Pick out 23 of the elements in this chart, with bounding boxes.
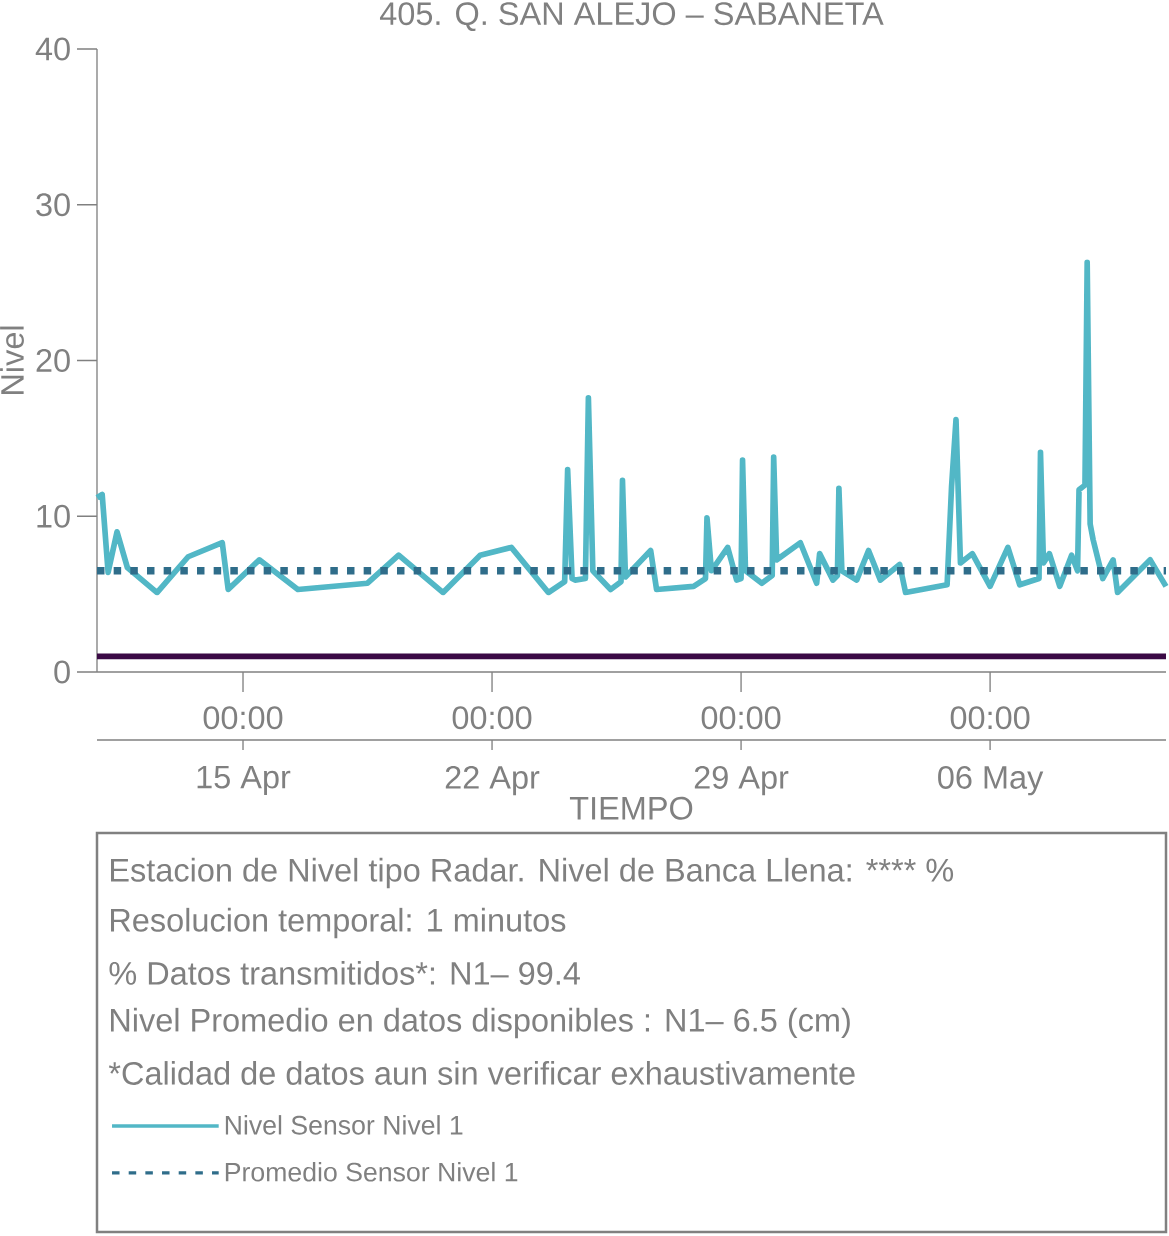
y-tick-label: 30 — [36, 193, 70, 217]
y-tick-label: 20 — [36, 349, 70, 372]
y-axis-title: Nivel — [0, 326, 24, 394]
x-tick-label: 00:00 — [950, 706, 1030, 730]
legend-label: Promedio Sensor Nivel 1 — [225, 1161, 518, 1182]
legend-label: Nivel Sensor Nivel 1 — [225, 1115, 463, 1135]
x-axis-title: TIEMPO — [569, 796, 693, 820]
y-tick-label: 0 — [54, 660, 70, 684]
text: Resolucion temporal: 1 minutos — [111, 907, 566, 939]
text: % Datos transmitidos*: N1– 99.4 — [109, 961, 580, 985]
text: *Calidad de datos aun sin verificar exhaustivamente — [108, 1061, 855, 1085]
x2-tick-label: 29 Apr — [694, 765, 789, 796]
y-tick-label: 40 — [35, 37, 70, 61]
x2-tick-label: 15 Apr — [197, 765, 291, 795]
x-tick-label: 00:00 — [203, 706, 283, 730]
y-tick-label: 10 — [37, 504, 70, 528]
x2-tick-label: 06 May — [938, 765, 1044, 796]
chart-title: 405. Q. SAN ALEJO – SABANETA — [379, 2, 884, 31]
text: Nivel Promedio en datos disponibles : N1– 6.5 (cm) — [111, 1007, 850, 1039]
x2-tick-label: 22 Apr — [445, 765, 540, 796]
x-tick-label: 00:00 — [701, 706, 781, 730]
x-tick-label: 00:00 — [452, 706, 532, 730]
text: Estacion de Nivel tipo Radar. Nivel de Banca Llena: **** % — [111, 857, 954, 889]
